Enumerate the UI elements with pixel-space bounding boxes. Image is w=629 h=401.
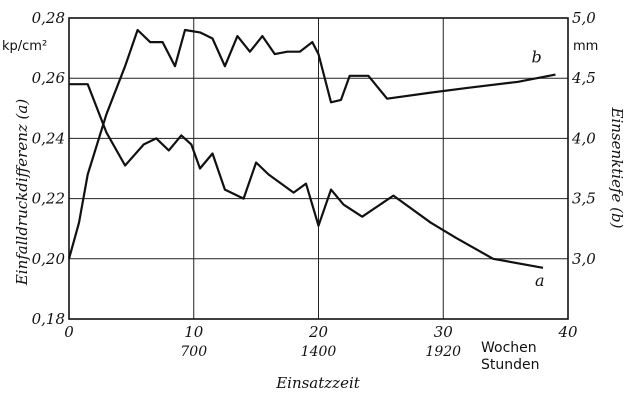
x-tick-label: 30 — [434, 323, 454, 341]
x-unit-secondary: Stunden — [481, 357, 540, 373]
x-tick-label: 0 — [64, 323, 74, 341]
x-tick-labels: 0 10 20 30 40 — [64, 323, 578, 341]
left-tick-labels: 0,18 0,20 0,22 0,24 0,26 0,28 — [32, 9, 66, 328]
series-layer: ab — [67, 28, 556, 290]
right-axis-unit: mm — [573, 39, 598, 54]
left-axis-unit: kp/cm² — [2, 39, 47, 54]
grid-layer — [69, 18, 568, 319]
right-tick-label: 4,0 — [571, 129, 596, 147]
left-tick-label: 0,28 — [32, 9, 65, 27]
right-axis-title: Einsenktiefe (b) — [608, 107, 626, 229]
x-tick-label: 20 — [308, 323, 329, 341]
series-line-b — [67, 28, 556, 260]
x-tick-label: 40 — [557, 323, 578, 341]
x-unit-primary: Wochen — [481, 340, 537, 356]
left-tick-label: 0,24 — [32, 129, 65, 147]
plot-frame — [68, 17, 569, 320]
right-tick-label: 3,5 — [572, 190, 596, 208]
x-secondary-tick-label: 700 — [180, 344, 207, 360]
x-axis-title: Einsatzzeit — [275, 374, 361, 392]
right-tick-label: 3,0 — [572, 250, 596, 268]
x-secondary-tick-labels: 700 1400 1920 — [180, 344, 461, 360]
series-label-b: b — [532, 48, 542, 67]
series-label-a: a — [535, 271, 545, 290]
left-tick-label: 0,18 — [32, 310, 65, 328]
left-tick-label: 0,22 — [32, 190, 65, 208]
x-tick-label: 10 — [184, 323, 204, 341]
x-secondary-tick-label: 1920 — [425, 344, 461, 360]
right-tick-label: 5,0 — [572, 9, 596, 27]
right-tick-labels: 3,0 3,5 4,0 4,5 5,0 — [571, 9, 596, 268]
series-line-a — [69, 83, 544, 269]
right-tick-label: 4,5 — [571, 69, 596, 87]
x-secondary-tick-label: 1400 — [301, 344, 337, 360]
left-tick-label: 0,26 — [32, 69, 66, 87]
left-tick-label: 0,20 — [32, 250, 66, 268]
left-axis-title: Einfalldruckdifferenz (a) — [13, 99, 31, 286]
